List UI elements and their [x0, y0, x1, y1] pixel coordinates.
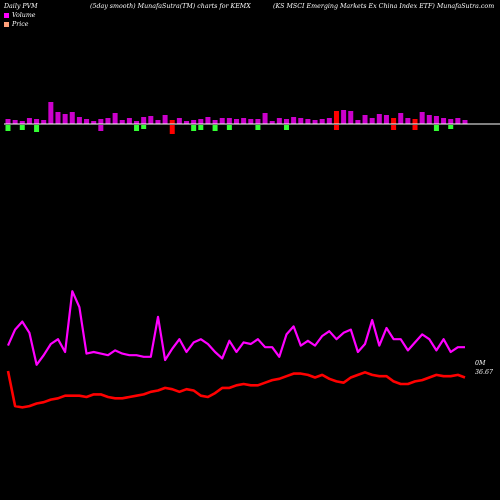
volume-bar-up	[326, 118, 332, 124]
volume-bar-up	[169, 120, 175, 124]
price-line	[6, 370, 466, 409]
volume-bar-down	[333, 125, 339, 130]
volume-bar-up	[62, 114, 68, 124]
volume-bar-down	[134, 125, 140, 131]
volume-bar-down	[412, 125, 418, 130]
volume-bar-up	[162, 115, 168, 124]
volume-bar-down	[34, 125, 40, 132]
volume-bar-up	[369, 118, 375, 124]
volume-bar-down	[191, 125, 197, 131]
volume-bar-down	[255, 125, 261, 130]
bar-group	[5, 102, 468, 134]
volume-bar-down	[448, 125, 454, 129]
volume-bar-down	[212, 125, 218, 131]
volume-bar-up	[398, 113, 404, 124]
volume-bar-up	[305, 119, 311, 124]
line-group	[6, 290, 466, 409]
volume-bar-up	[76, 117, 82, 124]
legend-price: Price	[4, 21, 29, 28]
volume-bar-up	[391, 118, 397, 124]
price-last-label: 36.67	[475, 369, 494, 376]
volume-bar-up	[455, 118, 461, 124]
volume-bar-up	[255, 119, 261, 124]
volume-bar-up	[441, 118, 447, 124]
volume-bar-up	[212, 120, 218, 124]
volume-bar-up	[112, 113, 118, 124]
volume-line	[6, 290, 465, 366]
volume-bar-up	[405, 118, 411, 124]
volume-last-label: 0M	[475, 360, 486, 367]
volume-bar-up	[19, 121, 25, 124]
legend-volume-swatch	[4, 13, 9, 18]
volume-bar-up	[433, 116, 439, 124]
volume-bar-up	[341, 110, 347, 124]
volume-bar-up	[26, 118, 32, 124]
volume-bar-up	[348, 111, 354, 124]
volume-bar-up	[448, 119, 454, 124]
volume-bar-down	[141, 125, 147, 129]
volume-bar-up	[333, 111, 339, 124]
volume-bar-up	[98, 119, 104, 124]
volume-bar-down	[391, 125, 397, 130]
volume-bar-up	[5, 119, 11, 124]
volume-bar-down	[5, 125, 11, 131]
volume-bar-up	[234, 119, 239, 124]
volume-bar-up	[362, 115, 368, 124]
volume-bar-up	[262, 113, 268, 124]
volume-bar-up	[312, 120, 318, 124]
volume-bar-up	[126, 118, 132, 124]
header-title: (5day smooth) MunafaSutra(TM) charts for…	[90, 3, 251, 10]
header-left: Daily PVM	[4, 3, 38, 10]
volume-bar-up	[48, 102, 54, 124]
legend-volume: Volume	[4, 12, 36, 19]
volume-bar-up	[176, 118, 182, 124]
volume-bar-up	[462, 120, 468, 124]
volume-bar-up	[141, 117, 147, 124]
volume-bar-down	[283, 125, 289, 130]
volume-bar-down	[226, 125, 232, 130]
volume-bar-up	[383, 115, 389, 124]
volume-bar-up	[55, 112, 61, 124]
legend-price-label: Price	[12, 21, 29, 28]
volume-bar-up	[119, 120, 125, 124]
volume-bar-up	[412, 119, 418, 124]
volume-bar-up	[205, 117, 211, 124]
volume-bar-up	[319, 119, 325, 124]
volume-bar-up	[155, 120, 161, 124]
volume-bar-up	[191, 120, 197, 124]
volume-bar-down	[433, 125, 439, 131]
volume-bar-up	[298, 118, 304, 124]
volume-bar-up	[69, 112, 75, 124]
volume-bar-up	[241, 118, 247, 124]
volume-bar-up	[91, 121, 97, 124]
volume-bar-down	[98, 125, 104, 131]
volume-bar-up	[248, 119, 254, 124]
volume-bar-up	[291, 117, 297, 124]
volume-bar-down	[198, 125, 204, 130]
volume-bar-up	[34, 119, 40, 124]
volume-bar-up	[198, 119, 204, 124]
volume-bar-up	[84, 119, 90, 124]
volume-bar-down	[19, 125, 25, 130]
volume-bar-up	[269, 121, 275, 124]
volume-bar-up	[148, 116, 154, 124]
volume-bar-up	[12, 120, 18, 124]
volume-bar-up	[426, 115, 432, 124]
legend-price-swatch	[4, 22, 9, 27]
volume-bar-down	[169, 125, 175, 134]
volume-bar-up	[226, 118, 232, 124]
volume-bar-up	[105, 118, 111, 124]
legend-volume-label: Volume	[12, 12, 36, 19]
volume-bar-up	[355, 120, 361, 124]
volume-bar-up	[134, 121, 140, 124]
volume-bar-up	[219, 118, 225, 124]
header-right: (KS MSCI Emerging Markets Ex China Index…	[273, 3, 495, 10]
volume-bar-up	[376, 114, 382, 124]
volume-bar-up	[184, 121, 190, 124]
volume-bar-up	[276, 118, 282, 124]
volume-bar-up	[41, 120, 47, 124]
volume-bar-up	[283, 119, 289, 124]
volume-bar-up	[419, 112, 425, 124]
